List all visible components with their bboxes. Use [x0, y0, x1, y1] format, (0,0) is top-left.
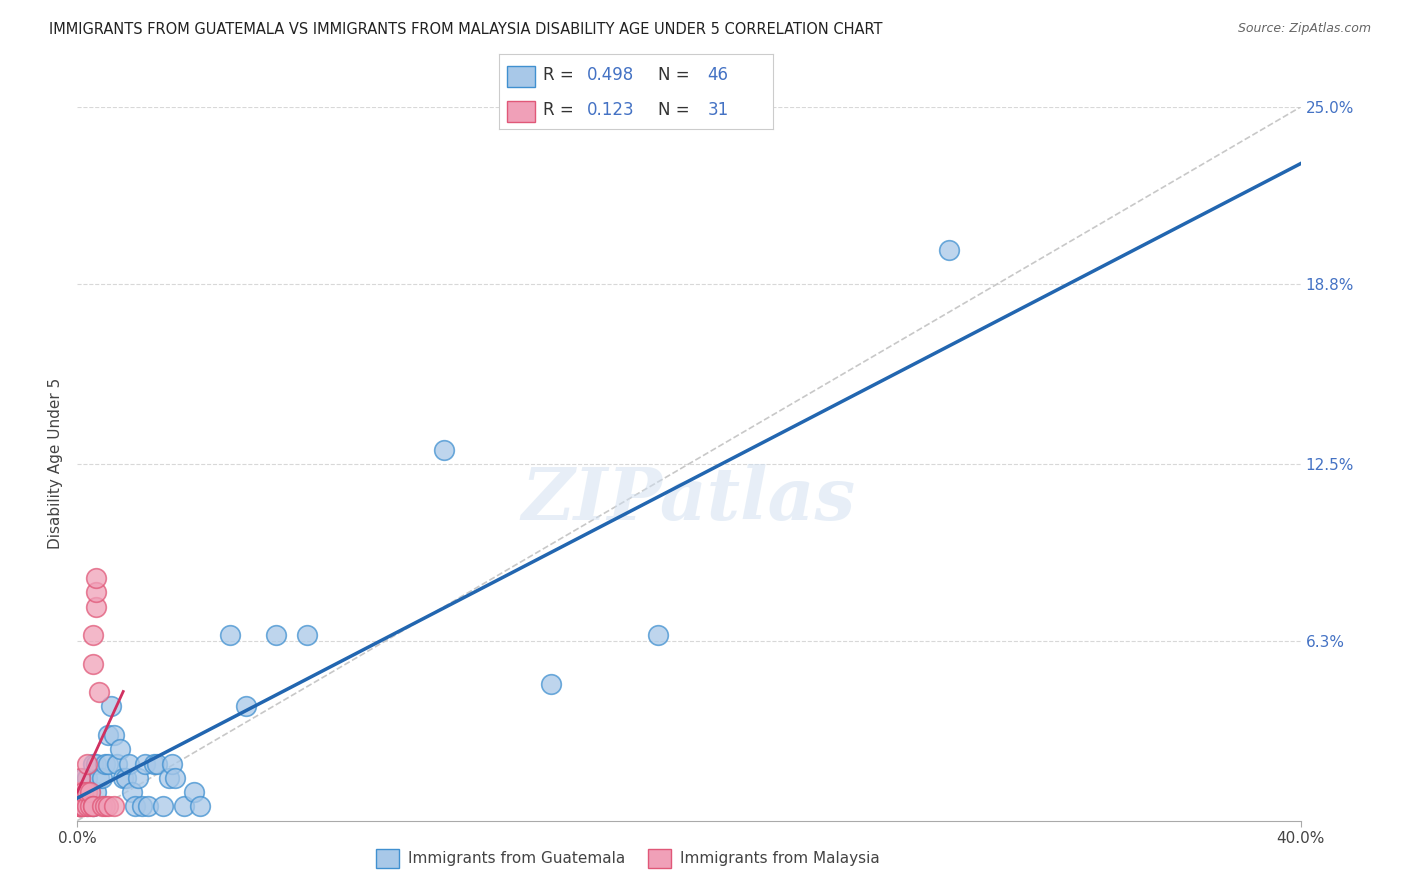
Point	[70, 799, 93, 814]
Point	[69, 799, 91, 814]
Point	[103, 799, 125, 814]
Point	[67, 799, 90, 814]
Point	[79, 785, 101, 799]
Point	[938, 243, 960, 257]
Point	[72, 785, 94, 799]
Point	[79, 785, 101, 799]
Point	[76, 799, 98, 814]
Point	[94, 756, 117, 771]
Text: Source: ZipAtlas.com: Source: ZipAtlas.com	[1237, 22, 1371, 36]
Text: 46: 46	[707, 66, 728, 84]
Point	[72, 799, 94, 814]
Point	[82, 657, 104, 671]
Point	[94, 799, 117, 814]
Point	[124, 799, 146, 814]
Point	[103, 728, 125, 742]
Point	[72, 785, 94, 799]
Point	[69, 771, 91, 785]
Point	[136, 799, 159, 814]
Point	[219, 628, 242, 642]
Point	[84, 599, 107, 614]
Point	[112, 771, 135, 785]
Point	[69, 799, 91, 814]
Legend: Immigrants from Guatemala, Immigrants from Malaysia: Immigrants from Guatemala, Immigrants fr…	[370, 843, 886, 873]
Point	[173, 799, 195, 814]
Point	[82, 799, 104, 814]
Point	[84, 756, 107, 771]
Point	[69, 785, 91, 799]
Text: ZIPatlas: ZIPatlas	[522, 464, 856, 535]
Point	[84, 571, 107, 585]
Point	[97, 799, 120, 814]
Point	[72, 771, 94, 785]
Point	[146, 756, 169, 771]
Point	[82, 799, 104, 814]
Point	[67, 799, 90, 814]
Point	[97, 728, 120, 742]
Point	[69, 785, 91, 799]
Point	[84, 585, 107, 599]
Point	[540, 676, 562, 690]
Text: N =: N =	[658, 66, 695, 84]
Point	[79, 799, 101, 814]
Point	[165, 771, 187, 785]
Point	[142, 756, 165, 771]
Point	[76, 799, 98, 814]
Point	[76, 785, 98, 799]
Text: 0.123: 0.123	[586, 101, 634, 119]
Point	[433, 442, 456, 457]
Point	[264, 628, 287, 642]
Point	[152, 799, 174, 814]
Point	[90, 771, 112, 785]
Text: 0.498: 0.498	[586, 66, 634, 84]
Point	[69, 785, 91, 799]
Point	[188, 799, 211, 814]
Point	[100, 699, 122, 714]
Point	[647, 628, 669, 642]
Text: 31: 31	[707, 101, 728, 119]
Point	[76, 756, 98, 771]
Point	[87, 685, 110, 699]
Point	[105, 756, 128, 771]
Point	[90, 799, 112, 814]
Point	[157, 771, 180, 785]
Point	[160, 756, 183, 771]
Text: R =: R =	[543, 66, 579, 84]
Bar	[508, 101, 534, 122]
Point	[72, 799, 94, 814]
Text: R =: R =	[543, 101, 579, 119]
Point	[69, 799, 91, 814]
Point	[69, 799, 91, 814]
Text: N =: N =	[658, 101, 695, 119]
Text: IMMIGRANTS FROM GUATEMALA VS IMMIGRANTS FROM MALAYSIA DISABILITY AGE UNDER 5 COR: IMMIGRANTS FROM GUATEMALA VS IMMIGRANTS …	[49, 22, 883, 37]
Point	[118, 756, 141, 771]
Point	[295, 628, 318, 642]
Point	[134, 756, 156, 771]
Point	[67, 785, 90, 799]
Point	[127, 771, 149, 785]
Point	[82, 799, 104, 814]
Point	[82, 628, 104, 642]
Bar	[508, 66, 534, 87]
Point	[97, 756, 120, 771]
Point	[84, 785, 107, 799]
Point	[183, 785, 205, 799]
Point	[108, 742, 131, 756]
Point	[82, 756, 104, 771]
Point	[235, 699, 257, 714]
Point	[76, 771, 98, 785]
Point	[131, 799, 153, 814]
Point	[121, 785, 143, 799]
Y-axis label: Disability Age Under 5: Disability Age Under 5	[48, 378, 63, 549]
Point	[87, 771, 110, 785]
Point	[115, 771, 138, 785]
Point	[67, 799, 90, 814]
